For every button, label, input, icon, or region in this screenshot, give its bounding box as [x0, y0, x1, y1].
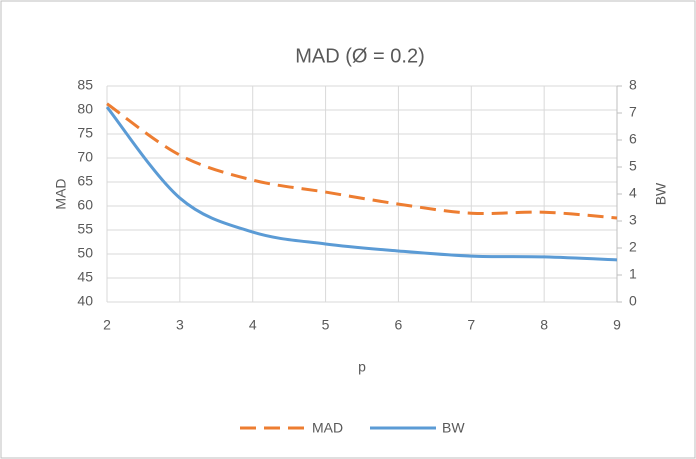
- y-tick-label: 85: [77, 77, 93, 93]
- x-tick-label: 6: [395, 317, 403, 333]
- x-tick-label: 4: [249, 317, 257, 333]
- chart-title: MAD (Ø = 0.2): [295, 45, 424, 67]
- y-tick-label: 75: [77, 125, 93, 141]
- series-line: [106, 102, 618, 220]
- series-line: [105, 106, 618, 262]
- y-tick-label: 65: [77, 173, 93, 189]
- x-tick-label: 5: [322, 317, 330, 333]
- y-tick-label: 70: [77, 149, 93, 165]
- x-tick-label: 2: [103, 317, 111, 333]
- legend-label: BW: [442, 420, 465, 436]
- y2-tick-label: 2: [629, 239, 637, 255]
- y-tick-label: 40: [77, 293, 93, 309]
- x-tick-label: 7: [467, 317, 475, 333]
- legend-label: MAD: [312, 420, 343, 436]
- y2-tick-label: 5: [629, 158, 637, 174]
- x-tick-label: 8: [540, 317, 548, 333]
- y-tick-label: 55: [77, 221, 93, 237]
- x-tick-label: 3: [176, 317, 184, 333]
- y2-tick-label: 6: [629, 131, 637, 147]
- y2-tick-label: 7: [629, 104, 637, 120]
- y2-axis-label: BW: [653, 182, 669, 205]
- y2-tick-label: 4: [629, 185, 637, 201]
- y-tick-label: 45: [77, 269, 93, 285]
- y2-tick-label: 8: [629, 77, 637, 93]
- y2-tick-label: 0: [629, 293, 637, 309]
- y2-tick-label: 3: [629, 212, 637, 228]
- y-tick-label: 60: [77, 197, 93, 213]
- y-tick-label: 80: [77, 101, 93, 117]
- x-axis-label: p: [358, 359, 366, 375]
- x-tick-label: 9: [613, 317, 621, 333]
- y-axis-label: MAD: [53, 178, 69, 209]
- y-tick-label: 50: [77, 245, 93, 261]
- y2-tick-label: 1: [629, 266, 637, 282]
